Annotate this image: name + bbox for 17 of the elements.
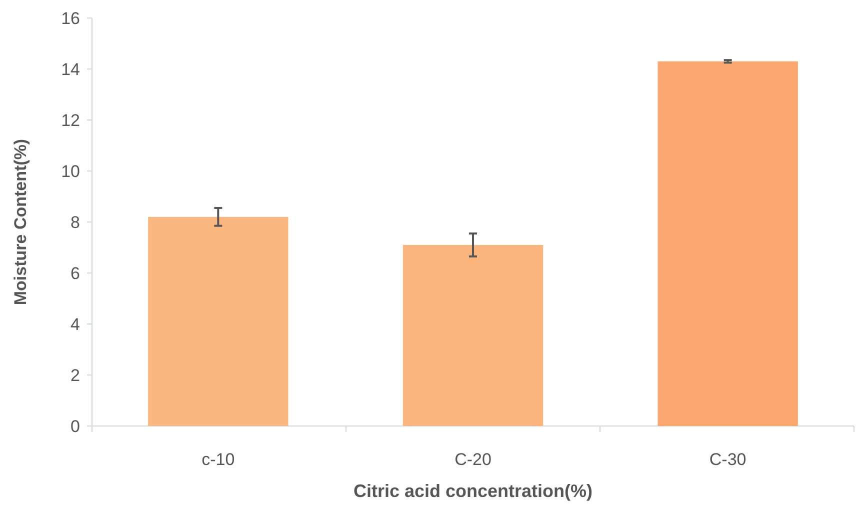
y-tick-label: 2 xyxy=(70,366,80,385)
y-tick-label: 16 xyxy=(61,8,80,28)
y-tick-label: 12 xyxy=(61,110,80,130)
y-tick-label: 14 xyxy=(61,60,80,79)
bar xyxy=(658,61,798,426)
y-tick-label: 8 xyxy=(70,212,80,232)
y-tick-label: 6 xyxy=(70,264,80,283)
y-axis-title: Moisture Content(%) xyxy=(11,138,30,306)
x-tick-label: C-30 xyxy=(709,450,746,469)
x-axis-title: Citric acid concentration(%) xyxy=(353,481,593,501)
x-tick-label: c-10 xyxy=(202,450,235,469)
y-tick-label: 10 xyxy=(61,162,80,181)
y-tick-label: 0 xyxy=(70,416,80,436)
x-tick-label: C-20 xyxy=(454,450,492,469)
y-tick-label: 4 xyxy=(70,314,80,334)
bar xyxy=(402,244,544,426)
bar xyxy=(148,216,288,426)
